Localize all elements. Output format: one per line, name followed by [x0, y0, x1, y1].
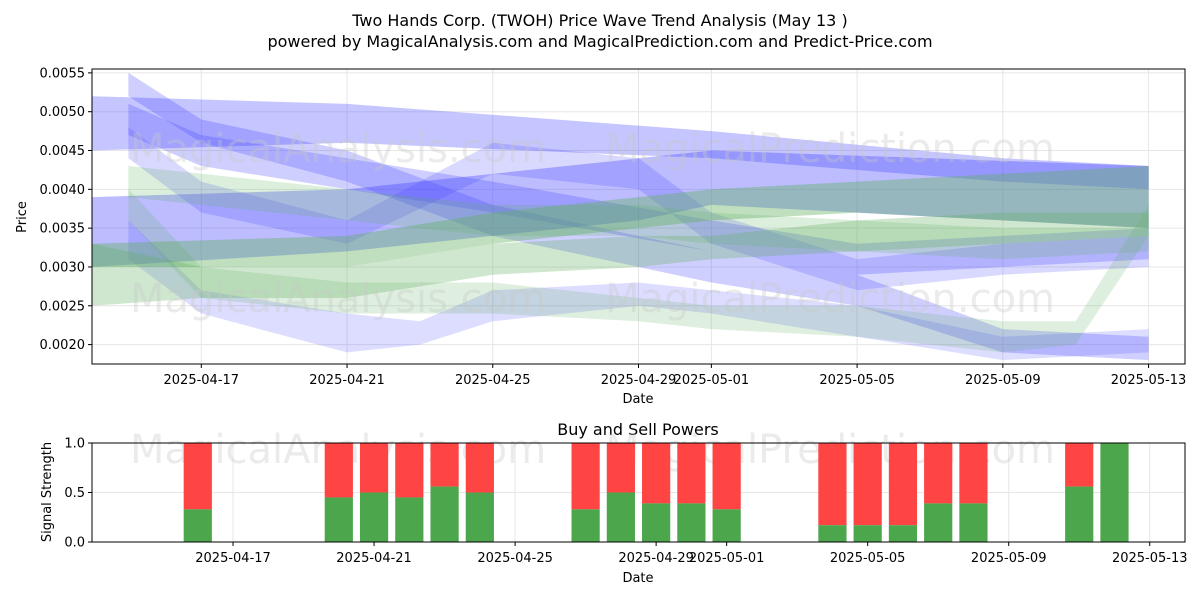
price-y-tick-label: 0.0040 — [40, 183, 86, 198]
signal-x-tick-label: 2025-05-01 — [689, 551, 765, 566]
signal-panel: Buy and Sell Powers MagicalAnalysis.com … — [40, 420, 1188, 586]
blue-wave-band — [92, 96, 1149, 190]
sell-power-bar — [853, 443, 882, 526]
price-y-tick-label: 0.0025 — [40, 299, 86, 314]
buy-power-bar — [183, 509, 212, 542]
blue-wave-band — [128, 127, 1149, 291]
price-x-tick-label: 2025-04-29 — [601, 373, 677, 388]
watermark-analysis-top: MagicalAnalysis.com — [130, 126, 546, 172]
signal-x-axis-label: Date — [622, 571, 653, 586]
price-y-tick-label: 0.0020 — [40, 338, 86, 353]
sell-power-bar — [606, 443, 635, 493]
blue-wave-band — [128, 103, 1149, 275]
price-y-tick-label: 0.0055 — [40, 66, 86, 81]
buy-power-bar — [853, 525, 882, 542]
signal-y-tick-label: 0.0 — [64, 536, 85, 551]
buy-power-bar — [818, 525, 847, 542]
chart-subtitle: powered by MagicalAnalysis.com and Magic… — [267, 32, 932, 51]
price-y-tick-label: 0.0035 — [40, 222, 86, 237]
green-wave-band — [128, 166, 1149, 260]
signal-x-tick-label: 2025-04-25 — [477, 551, 553, 566]
price-x-axis-label: Date — [622, 392, 653, 407]
buy-power-bar — [465, 492, 494, 542]
price-grid — [92, 69, 1185, 364]
price-y-tick-label: 0.0050 — [40, 105, 86, 120]
buy-power-bar — [571, 509, 600, 542]
sell-power-bar — [571, 443, 600, 510]
blue-wave-band — [92, 150, 1149, 267]
signal-x-tick-label: 2025-04-21 — [336, 551, 412, 566]
price-x-tick-label: 2025-04-17 — [164, 373, 240, 388]
signal-y-tick-label: 1.0 — [64, 437, 85, 452]
price-y-tick-label: 0.0045 — [40, 144, 86, 159]
price-x-tick-label: 2025-05-09 — [965, 373, 1041, 388]
signal-x-tick-label: 2025-04-17 — [195, 551, 271, 566]
sell-power-bar — [924, 443, 953, 504]
buy-power-bar — [359, 492, 389, 542]
signal-x-tick-label: 2025-05-09 — [971, 551, 1047, 566]
price-x-ticks: 2025-04-17 2025-04-21 2025-04-25 2025-04-29… — [164, 364, 1187, 388]
watermark-prediction-top: MagicalPrediction.com — [605, 126, 1055, 172]
sell-power-bar — [677, 443, 706, 504]
buy-power-bar — [395, 497, 424, 542]
price-x-tick-label: 2025-04-25 — [455, 373, 531, 388]
buy-power-bar — [1065, 486, 1094, 542]
buy-power-bar — [324, 497, 353, 542]
green-wave-band — [128, 189, 1149, 353]
sell-power-bar — [395, 443, 424, 498]
watermark-prediction-mid: MagicalPrediction.com — [605, 276, 1055, 322]
sell-power-bar — [959, 443, 988, 504]
sell-power-bar — [465, 443, 494, 493]
sell-power-bar — [818, 443, 847, 526]
signal-chart-title: Buy and Sell Powers — [557, 420, 719, 439]
price-y-ticks: 0.0020 0.0025 0.0030 0.0035 0.0040 0.0045 0.00… — [40, 66, 92, 353]
buy-power-bar — [677, 503, 706, 542]
sell-power-bar — [359, 443, 389, 493]
chart-title: Two Hands Corp. (TWOH) Price Wave Trend … — [351, 11, 847, 30]
blue-wave-band — [128, 220, 1149, 361]
sell-power-bar — [324, 443, 353, 498]
signal-x-tick-label: 2025-05-13 — [1112, 551, 1188, 566]
buy-power-bar — [606, 492, 635, 542]
signal-y-ticks: 0.0 0.5 1.0 — [64, 437, 92, 551]
buy-power-bar — [1100, 443, 1129, 542]
signal-y-axis-label: Signal Strength — [40, 442, 55, 542]
signal-x-tick-label: 2025-05-05 — [830, 551, 906, 566]
price-x-tick-label: 2025-05-13 — [1111, 373, 1187, 388]
price-y-axis-label: Price — [15, 201, 30, 233]
price-x-tick-label: 2025-05-01 — [674, 373, 750, 388]
buy-power-bar — [959, 503, 988, 542]
sell-power-bar — [183, 443, 212, 510]
sell-power-bar — [642, 443, 671, 504]
sell-power-bar — [1065, 443, 1094, 487]
signal-x-ticks: 2025-04-17 2025-04-21 2025-04-25 2025-04-29… — [195, 542, 1188, 566]
signal-x-tick-label: 2025-04-29 — [618, 551, 694, 566]
price-x-tick-label: 2025-04-21 — [309, 373, 385, 388]
buy-power-bar — [642, 503, 671, 542]
price-y-tick-label: 0.0030 — [40, 260, 86, 275]
sell-power-bar — [888, 443, 918, 526]
price-wave-bands — [92, 72, 1149, 361]
price-panel: MagicalAnalysis.com MagicalPrediction.co… — [15, 66, 1186, 407]
green-wave-band — [92, 166, 1149, 267]
signal-bars — [183, 443, 1129, 542]
signal-y-tick-label: 0.5 — [64, 486, 85, 501]
buy-power-bar — [430, 486, 459, 542]
price-x-tick-label: 2025-05-05 — [819, 373, 895, 388]
sell-power-bar — [712, 443, 741, 510]
sell-power-bar — [430, 443, 459, 487]
buy-power-bar — [888, 525, 918, 542]
green-wave-band — [92, 212, 1149, 306]
buy-power-bar — [712, 509, 741, 542]
buy-power-bar — [924, 503, 953, 542]
watermark-analysis-mid: MagicalAnalysis.com — [130, 276, 546, 322]
